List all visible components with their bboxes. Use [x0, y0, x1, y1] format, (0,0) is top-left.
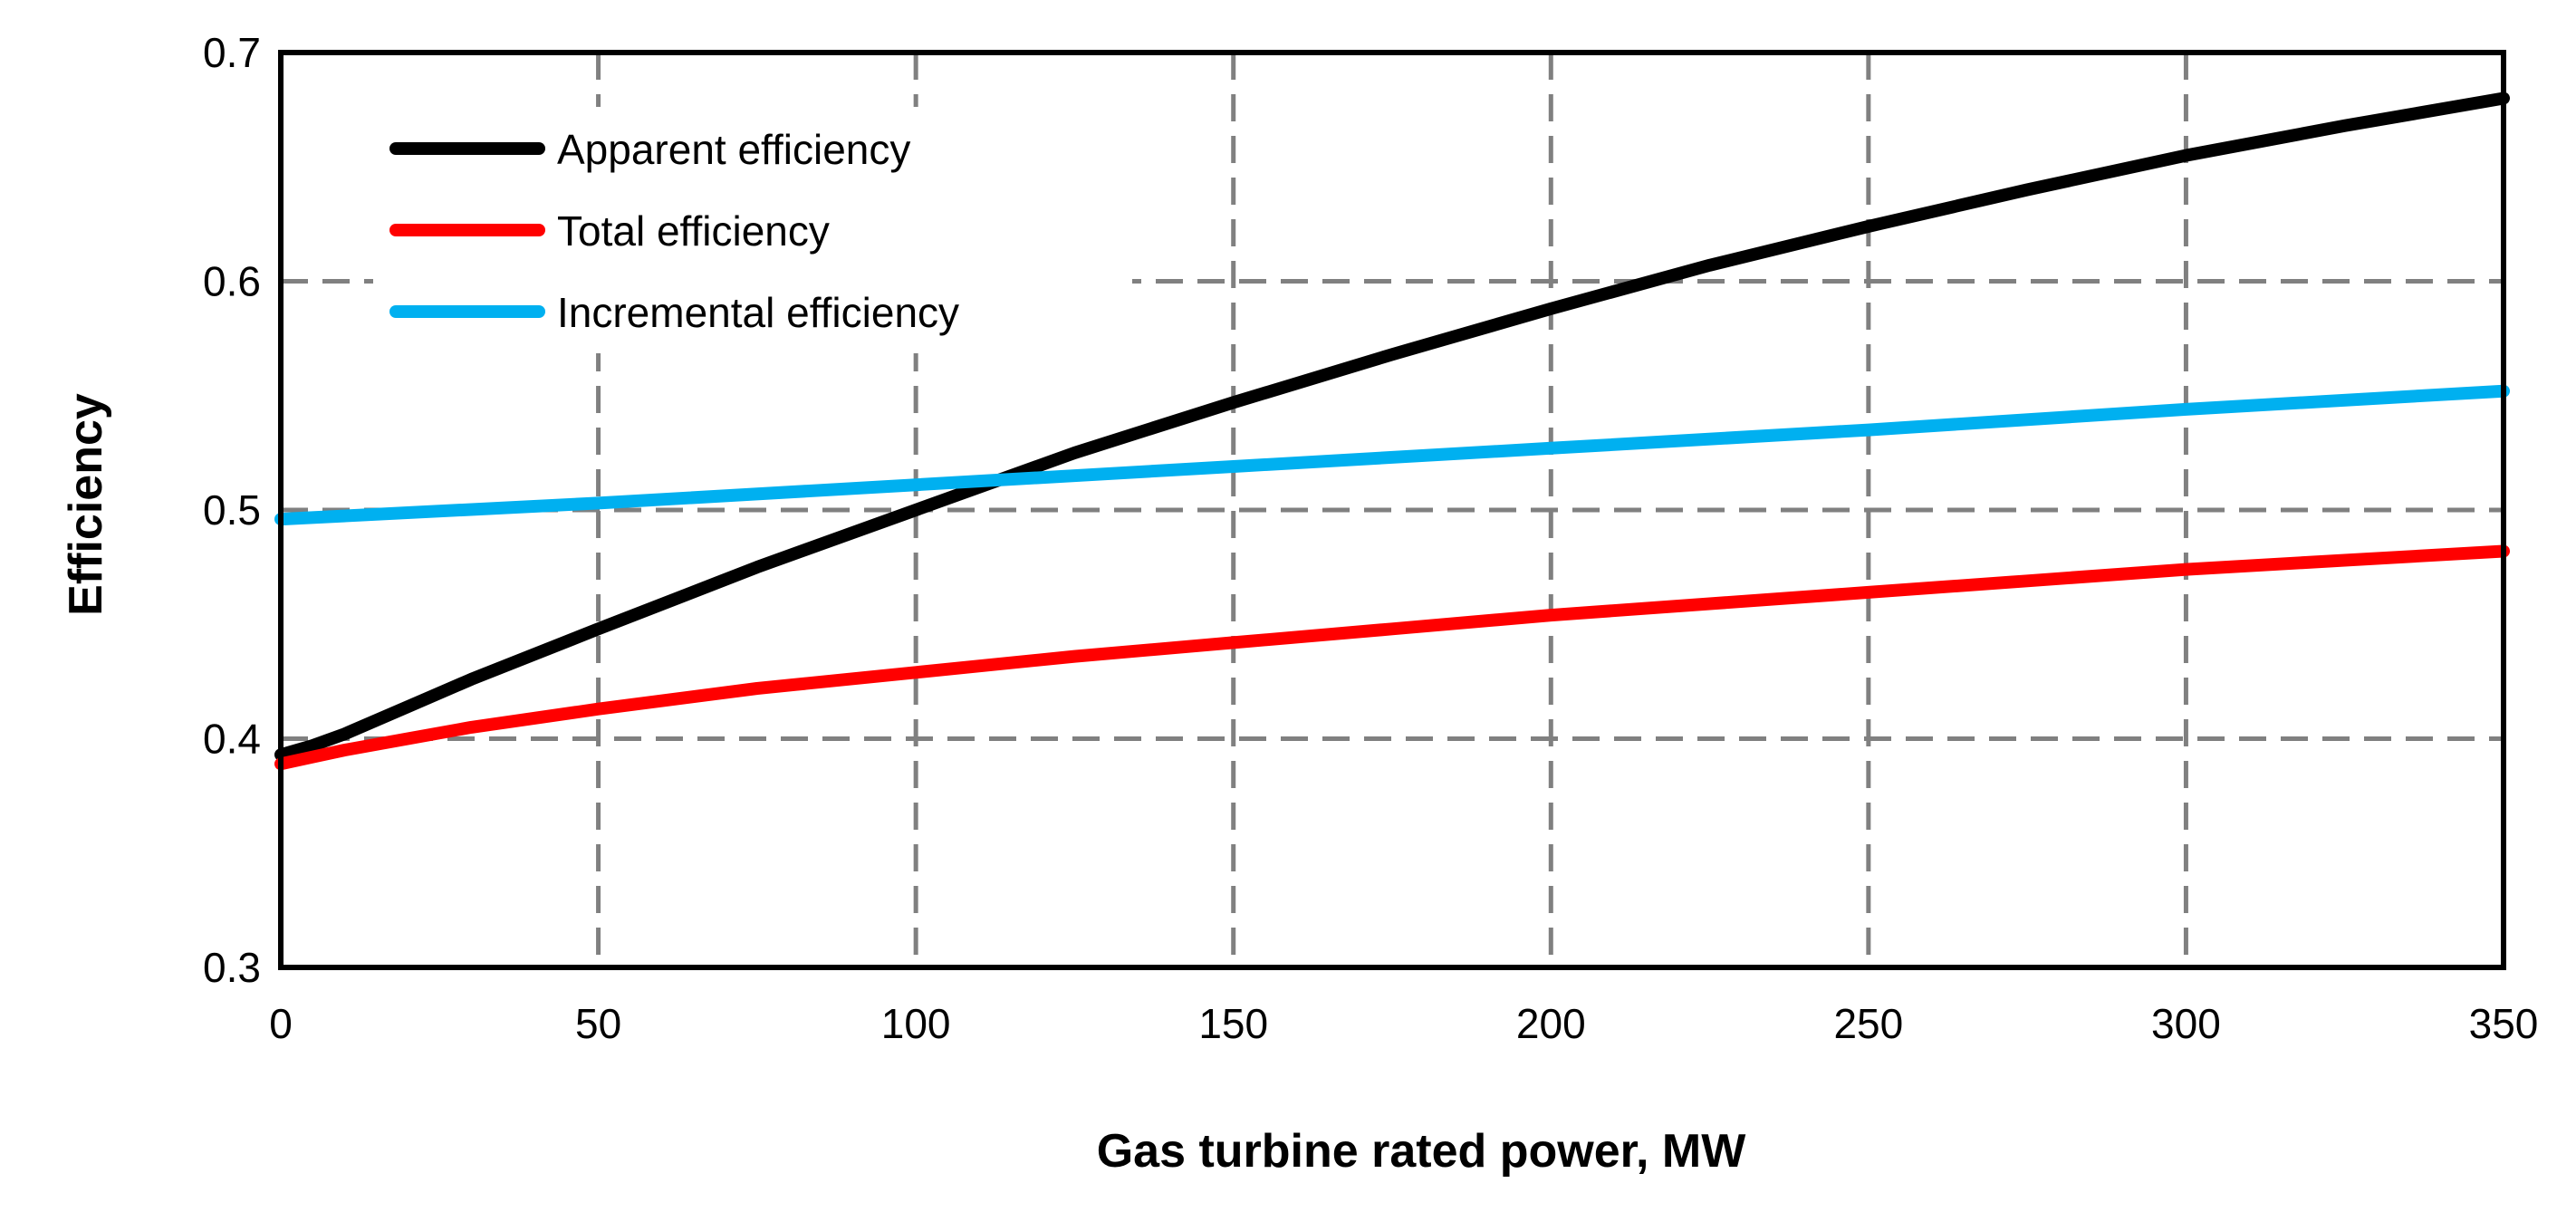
- legend-label-incremental: Incremental efficiency: [557, 289, 959, 336]
- x-tick-label: 100: [881, 1000, 951, 1047]
- x-tick-label: 250: [1833, 1000, 1903, 1047]
- y-tick-label: 0.5: [203, 486, 261, 534]
- x-tick-label: 0: [269, 1000, 293, 1047]
- gridlines: [281, 53, 2504, 967]
- x-tick-label: 300: [2151, 1000, 2221, 1047]
- x-tick-label: 150: [1198, 1000, 1268, 1047]
- plot-frame: [278, 50, 2506, 970]
- x-tick-label: 50: [575, 1000, 621, 1047]
- legend: Apparent efficiency Total efficiency Inc…: [373, 107, 1132, 353]
- series-line-apparent: [274, 91, 2510, 762]
- y-axis-title: Efficiency: [60, 393, 112, 616]
- y-tick-labels: 0.3 0.4 0.5 0.6 0.7: [203, 29, 261, 991]
- series-lines: [274, 91, 2510, 771]
- y-tick-label: 0.4: [203, 716, 261, 763]
- series-line-incremental: [274, 384, 2510, 526]
- x-tick-label: 350: [2469, 1000, 2539, 1047]
- series-line-total: [274, 544, 2510, 771]
- y-tick-label: 0.7: [203, 29, 261, 76]
- x-tick-labels: 0 50 100 150 200 250 300 350: [269, 1000, 2538, 1047]
- x-axis-title: Gas turbine rated power, MW: [1097, 1125, 1746, 1178]
- legend-label-total: Total efficiency: [557, 207, 830, 255]
- legend-label-apparent: Apparent efficiency: [557, 126, 910, 173]
- y-tick-label: 0.6: [203, 258, 261, 305]
- x-tick-label: 200: [1516, 1000, 1586, 1047]
- y-tick-label: 0.3: [203, 944, 261, 991]
